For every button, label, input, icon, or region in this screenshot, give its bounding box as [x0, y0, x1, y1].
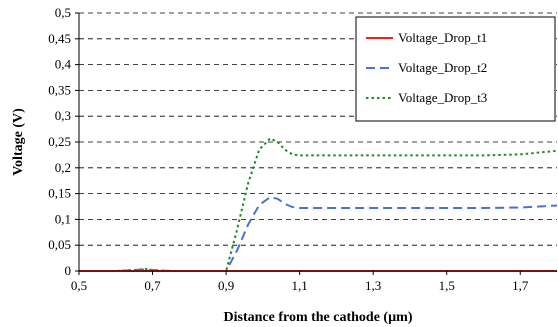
legend-box [355, 16, 556, 122]
y-tick-label-10: 0,5 [55, 5, 71, 20]
series-line-voltage-drop-t2 [79, 196, 558, 272]
y-tick-label-2: 0,1 [55, 211, 71, 226]
y-tick-label-1: 0,05 [48, 237, 71, 252]
legend-label-3: Voltage_Drop_t3 [398, 90, 487, 105]
y-tick-label-3: 0,15 [48, 186, 71, 201]
y-tick-label-6: 0,3 [55, 108, 71, 123]
x-tick-label-5: 1,5 [439, 278, 455, 293]
y-tick-label-7: 0,35 [48, 82, 71, 97]
x-axis-title: Distance from the cathode (µm) [224, 310, 413, 325]
series-lines [79, 137, 558, 272]
x-tick-label-0: 0,5 [71, 278, 87, 293]
x-tick-labels: 0,5 0,7 0,9 1,1 1,3 1,5 1,7 [71, 278, 529, 293]
legend-label-1: Voltage_Drop_t1 [398, 30, 487, 45]
y-tick-label-5: 0,25 [48, 134, 71, 149]
y-tick-label-9: 0,45 [48, 31, 71, 46]
series-line-voltage-drop-t3 [79, 137, 558, 272]
y-tick-label-8: 0,4 [55, 57, 72, 72]
x-tick-label-2: 0,9 [218, 278, 234, 293]
axes [75, 12, 557, 275]
x-tick-label-4: 1,3 [365, 278, 381, 293]
y-tick-label-0: 0 [65, 263, 72, 278]
x-tick-label-1: 0,7 [144, 278, 161, 293]
x-tick-label-3: 1,1 [291, 278, 307, 293]
x-tick-label-6: 1,7 [512, 278, 529, 293]
y-tick-label-4: 0,2 [55, 160, 71, 175]
y-tick-labels: 0 0,05 0,1 0,15 0,2 0,25 0,3 0,35 0,4 0,45 0,5 [48, 5, 71, 278]
y-axis-title: Voltage (V) [11, 108, 26, 176]
legend-label-2: Voltage_Drop_t2 [398, 60, 487, 75]
legend: Voltage_Drop_t1 Voltage_Drop_t2 Voltage_Dr… [355, 16, 556, 122]
